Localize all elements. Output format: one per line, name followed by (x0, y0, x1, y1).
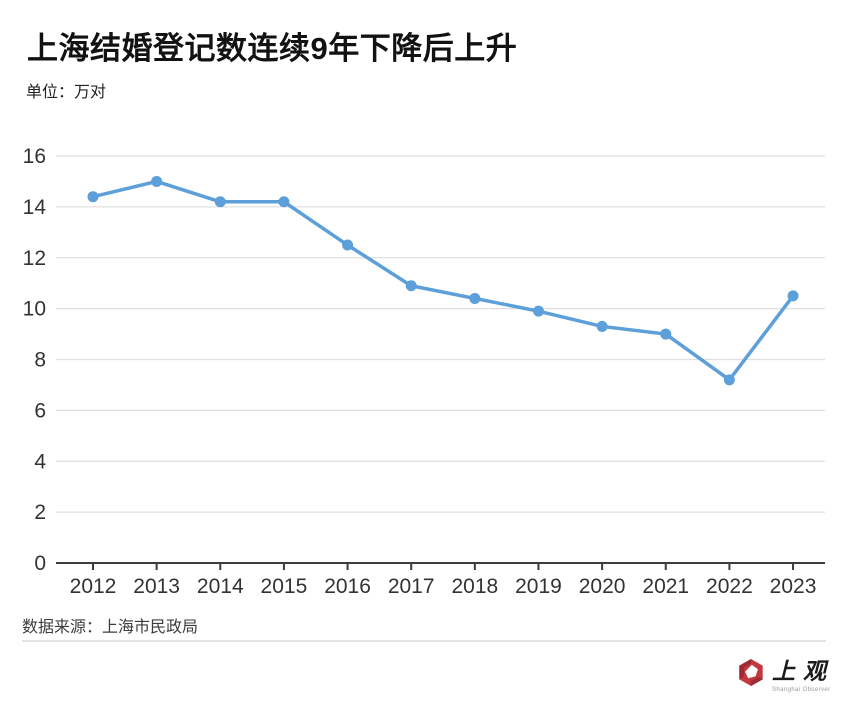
x-axis-tick-label: 2021 (642, 575, 689, 598)
data-point (723, 374, 735, 386)
data-point (532, 305, 544, 317)
x-axis-tick-label: 2016 (324, 575, 371, 598)
y-axis-tick-label: 12 (23, 247, 46, 270)
line-chart: 0 2 4 6 8 10 12 14 16 2012 2013 2014 2015 2016 2017 201… (23, 145, 825, 598)
data-point (151, 175, 163, 187)
y-axis-tick-label: 14 (23, 196, 47, 219)
x-axis-tick-label: 2015 (261, 575, 308, 598)
x-axis-tick-label: 2022 (706, 575, 753, 598)
logo-cn-text: 上观 (772, 659, 834, 684)
x-axis-tick-label: 2013 (133, 575, 180, 598)
x-axis-tick-label: 2019 (515, 575, 562, 598)
x-axis-tick-label: 2018 (451, 575, 498, 598)
logo-aperture-icon (739, 659, 763, 686)
data-source: 数据来源：上海市民政局 (22, 619, 199, 636)
data-point (342, 239, 354, 251)
data-point (787, 290, 799, 302)
data-point (469, 292, 481, 304)
y-axis-tick-label: 10 (23, 298, 46, 321)
x-axis-tick-label: 2023 (770, 575, 817, 598)
data-point (660, 328, 672, 340)
footer-divider (22, 640, 826, 642)
data-point (596, 320, 608, 332)
unit-label: 单位：万对 (26, 84, 107, 101)
data-point (87, 191, 99, 203)
shanghai-observer-logo: 上观 Shanghai Observer (737, 658, 834, 693)
y-axis-tick-label: 6 (34, 399, 46, 422)
x-axis-tick-label: 2020 (579, 575, 626, 598)
x-axis-tick-label: 2014 (197, 575, 244, 598)
x-axis-tick-label: 2012 (70, 575, 117, 598)
data-point (214, 196, 226, 208)
y-axis-tick-label: 4 (34, 450, 46, 473)
y-axis-tick-label: 8 (34, 349, 46, 372)
x-axis-tick-label: 2017 (388, 575, 435, 598)
y-axis-tick-label: 2 (34, 501, 46, 524)
y-axis-tick-label: 0 (34, 552, 46, 575)
logo-en-text: Shanghai Observer (772, 687, 831, 693)
chart-title: 上海结婚登记数连续9年下降后上升 (27, 31, 518, 66)
y-axis-tick-label: 16 (23, 145, 46, 168)
data-point (278, 196, 290, 208)
data-point (405, 280, 417, 292)
data-line (91, 179, 795, 382)
chart-canvas: 0 2 4 6 8 10 12 14 16 2012 2013 2014 2015 2016 2017 201… (23, 145, 825, 598)
